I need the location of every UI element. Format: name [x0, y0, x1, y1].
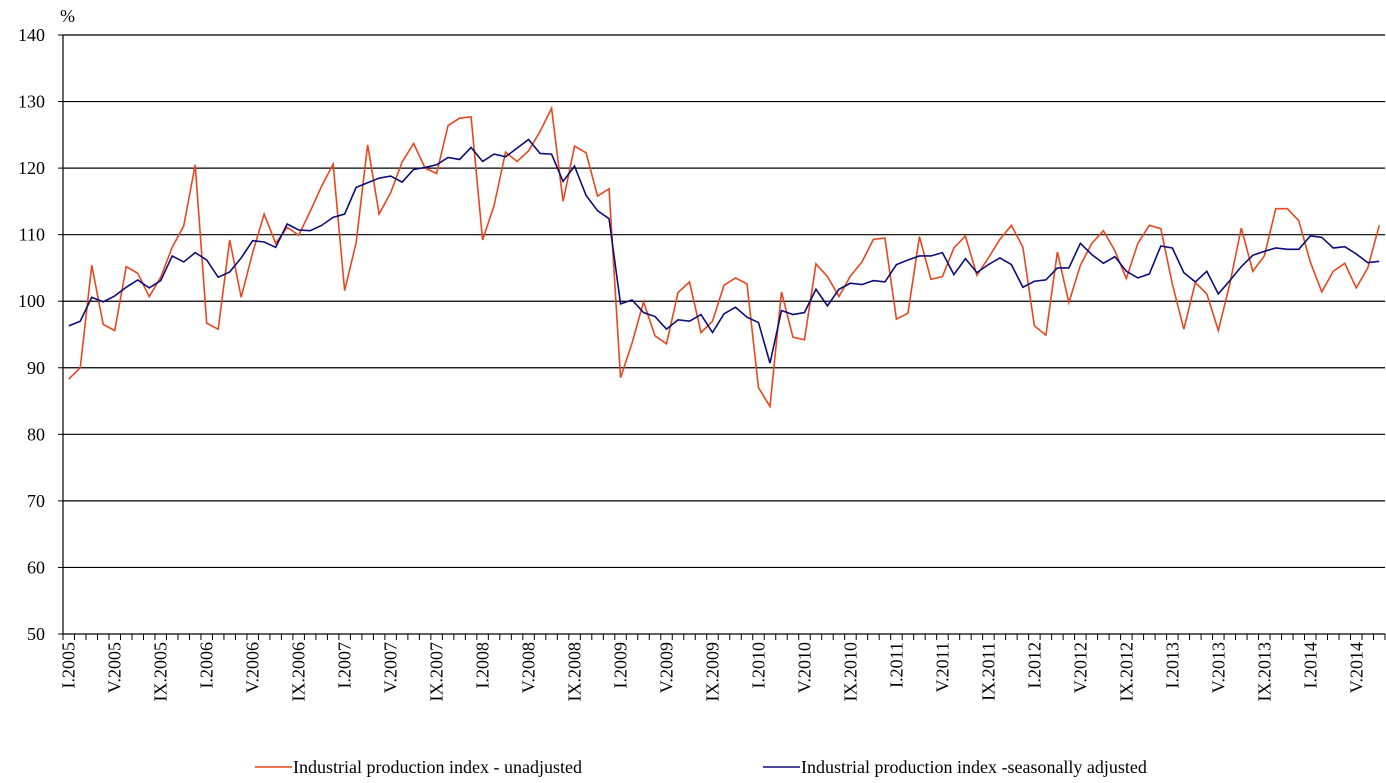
y-tick-label: 70: [27, 491, 45, 511]
series-line: [68, 138, 1380, 364]
x-tick-label: I.2012: [1024, 642, 1044, 689]
x-tick-label: V.2006: [243, 642, 263, 693]
y-tick-label: 60: [27, 557, 45, 577]
x-tick-label: V.2009: [657, 642, 677, 693]
y-tick-label: 100: [18, 291, 45, 311]
x-tick-label: I.2007: [335, 642, 355, 689]
x-tick-label: V.2011: [932, 642, 952, 693]
x-tick-label: I.2011: [886, 642, 906, 688]
x-tick-label: I.2006: [197, 642, 217, 689]
x-tick-label: I.2005: [59, 642, 79, 689]
x-tick-label: V.2005: [105, 642, 125, 693]
x-tick-label: V.2012: [1070, 642, 1090, 693]
legend-label: Industrial production index -seasonally …: [801, 757, 1147, 777]
x-tick-label: I.2009: [611, 642, 631, 689]
y-tick-label: 110: [19, 225, 45, 245]
series-line: [68, 105, 1381, 409]
x-tick-label: IX.2013: [1254, 642, 1274, 702]
x-tick-label: V.2014: [1346, 642, 1366, 693]
x-tick-label: I.2010: [748, 642, 768, 689]
x-tick-label: I.2013: [1162, 642, 1182, 689]
x-tick-label: I.2008: [473, 642, 493, 689]
legend-label: Industrial production index - unadjusted: [293, 757, 582, 777]
y-tick-label: 140: [18, 25, 45, 45]
x-tick-label: V.2013: [1208, 642, 1228, 693]
x-tick-label: IX.2011: [978, 642, 998, 701]
y-tick-label: 80: [27, 424, 45, 444]
x-tick-label: IX.2005: [151, 642, 171, 702]
x-tick-label: IX.2010: [840, 642, 860, 702]
y-tick-label: 50: [27, 624, 45, 644]
x-tick-label: IX.2009: [703, 642, 723, 702]
x-tick-label: IX.2012: [1116, 642, 1136, 702]
y-tick-label: 120: [18, 158, 45, 178]
x-tick-label: V.2007: [381, 642, 401, 693]
x-tick-label: I.2014: [1300, 642, 1320, 689]
x-tick-label: IX.2007: [427, 642, 447, 702]
x-tick-label: IX.2008: [565, 642, 585, 702]
y-tick-label: 130: [18, 92, 45, 112]
x-tick-label: IX.2006: [289, 642, 309, 702]
x-tick-label: V.2010: [794, 642, 814, 693]
x-tick-label: V.2008: [519, 642, 539, 693]
y-tick-label: 90: [27, 358, 45, 378]
y-unit: %: [60, 6, 75, 26]
